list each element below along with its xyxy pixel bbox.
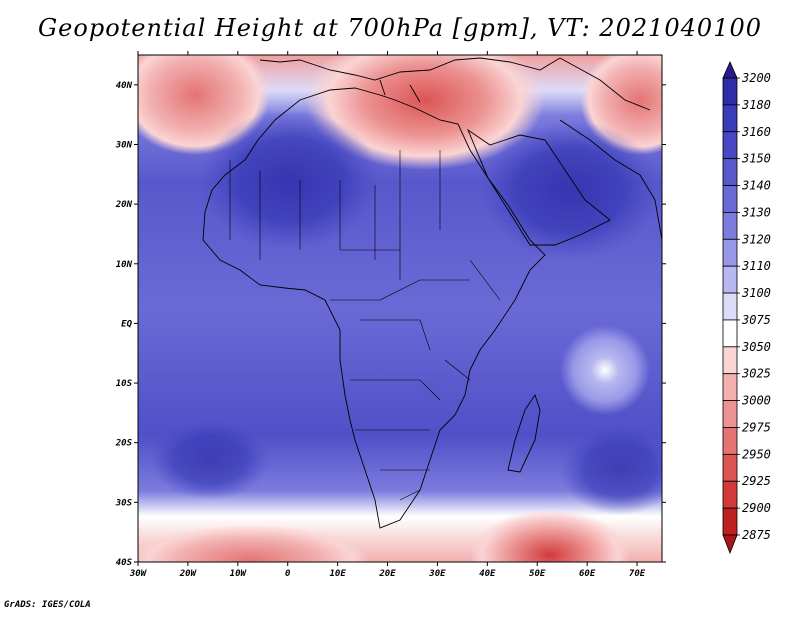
lon-tick-label: 70E	[629, 569, 646, 579]
colorbar-box	[722, 265, 738, 294]
lon-tick-label: 20E	[378, 569, 396, 579]
lon-tick-label: 30E	[428, 569, 446, 579]
colorbar-box	[722, 185, 738, 213]
colorbar-label: 2925	[742, 474, 771, 488]
lon-tick-label: 50E	[529, 569, 546, 579]
colorbar-bottom-arrow	[722, 534, 738, 555]
country-borders	[229, 150, 501, 501]
lat-tick-label: 40S	[116, 558, 133, 568]
colorbar-box	[722, 131, 738, 160]
lon-tick-label: 30W	[129, 569, 148, 579]
colorbar-box	[722, 480, 738, 509]
lat-tick-label: 20N	[115, 200, 133, 210]
colorbar-box	[722, 453, 738, 482]
colorbar-box	[722, 427, 738, 455]
colorbar-box	[722, 319, 738, 348]
height-field	[138, 55, 662, 562]
colorbar-label: 2975	[742, 420, 771, 434]
colorbar-label: 3150	[741, 152, 771, 166]
colorbar: 3200 3180 3160 3150 3140 3130 3120 3110 3100 3075…	[722, 61, 771, 555]
colorbar-box	[722, 77, 738, 106]
lon-tick-label: 10E	[329, 569, 346, 579]
colorbar-box	[722, 212, 738, 240]
lat-tick-label: 20S	[115, 439, 133, 449]
lon-axis: 30W 20W 10W 0 10E 20E 30E 40E 50E 60E 70E	[129, 51, 646, 579]
lat-tick-label: 40N	[116, 81, 133, 91]
europe-coastline	[259, 57, 561, 103]
colorbar-label: 3000	[741, 394, 771, 408]
lon-tick-label: 20W	[179, 569, 198, 579]
colorbar-box	[722, 238, 738, 267]
colorbar-label: 3180	[741, 98, 771, 112]
colorbar-label: 3200	[741, 71, 771, 85]
colorbar-label: 3140	[741, 179, 771, 193]
colorbar-label: 2875	[742, 528, 771, 542]
lat-tick-label: 10S	[116, 379, 133, 389]
lat-tick-label: 10N	[116, 260, 133, 270]
colorbar-label: 3120	[741, 232, 771, 246]
colorbar-label: 3160	[741, 125, 771, 139]
colorbar-label: 2900	[742, 501, 771, 515]
colorbar-label: 3130	[741, 205, 771, 219]
africa-coastline	[202, 87, 546, 529]
colorbar-label: 2950	[742, 447, 771, 461]
colorbar-box	[722, 400, 738, 428]
lat-tick-label: 30N	[115, 140, 133, 150]
colorbar-top-arrow	[722, 61, 738, 79]
colorbar-box	[722, 373, 738, 401]
colorbar-label: 3100	[741, 286, 771, 300]
plot-frame	[137, 54, 663, 563]
colorbar-box	[722, 507, 738, 536]
colorbar-label: 3050	[741, 340, 771, 354]
grads-credit: GrADS: IGES/COLA	[4, 600, 91, 610]
lon-tick-label: 40E	[479, 569, 496, 579]
madagascar-coastline	[507, 393, 541, 473]
lat-axis: 40N 30N 20N 10N EQ 10S 20S 30S 40S	[115, 81, 666, 568]
colorbar-box	[722, 158, 738, 186]
coastlines	[202, 57, 662, 529]
colorbar-box	[722, 292, 738, 321]
lon-tick-label: 60E	[579, 569, 596, 579]
map-title: Geopotential Height at 700hPa [gpm], VT:…	[38, 14, 762, 42]
asia-coastline	[559, 57, 662, 241]
lon-tick-label: 0	[285, 569, 291, 579]
colorbar-label: 3110	[741, 259, 771, 273]
colorbar-label: 3025	[741, 367, 771, 381]
lat-tick-label: EQ	[121, 319, 132, 329]
lat-tick-label: 30S	[115, 498, 133, 508]
lon-tick-label: 10W	[230, 569, 248, 579]
colorbar-label: 3075	[741, 313, 771, 327]
colorbar-box	[722, 346, 738, 375]
arabia-coastline	[467, 128, 611, 246]
colorbar-box	[722, 104, 738, 133]
